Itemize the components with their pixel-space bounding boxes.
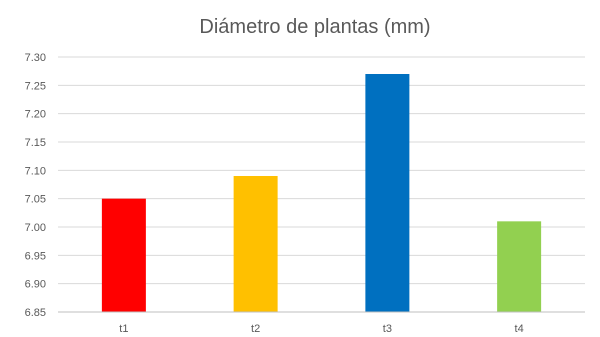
y-tick-label: 7.15 [25,137,46,149]
y-tick-label: 7.10 [25,165,46,177]
x-tick-label: t2 [251,323,260,335]
y-tick-label: 6.85 [25,307,46,319]
x-axis-ticks: t1 t2 t3 t4 [119,323,523,335]
bar-t4 [497,221,542,312]
x-tick-label: t4 [515,323,524,335]
y-tick-label: 6.95 [25,250,46,262]
y-tick-label: 7.05 [25,194,46,206]
y-tick-label: 7.30 [25,52,46,64]
y-tick-label: 6.90 [25,279,46,291]
y-tick-label: 7.25 [25,80,46,92]
chart-title: Diámetro de plantas (mm) [199,16,430,38]
bar-t1 [101,198,146,312]
y-tick-label: 7.20 [25,109,46,121]
x-tick-label: t1 [119,323,128,335]
bars [101,74,542,312]
bar-t2 [233,176,278,312]
x-tick-label: t3 [383,323,392,335]
y-axis-ticks: 6.85 6.90 6.95 7.00 7.05 7.10 7.15 7.20 7.25 7.30 [25,52,46,319]
bar-t3 [365,74,410,312]
y-tick-label: 7.00 [25,222,46,234]
